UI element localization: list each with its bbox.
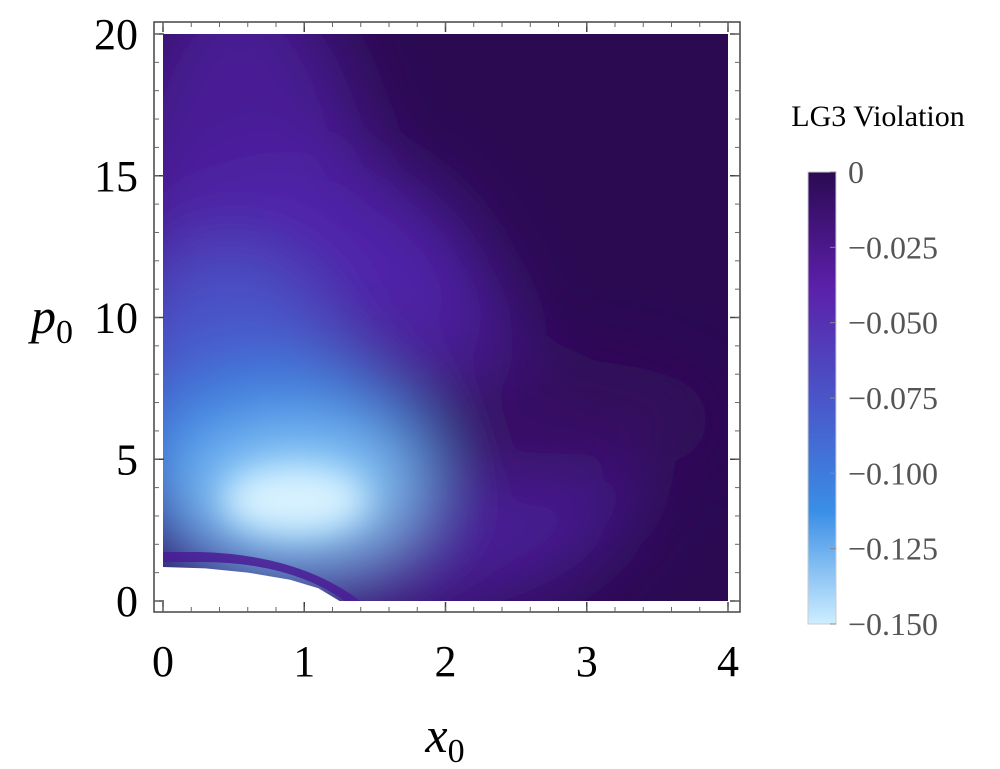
x-tick-label: 2	[435, 637, 457, 686]
y-tick-label: 20	[94, 10, 138, 59]
y-axis-title-sub: 0	[56, 314, 73, 351]
x-axis-title-sub: 0	[448, 733, 465, 769]
x-tick-label: 1	[293, 637, 315, 686]
colorbar-tick-label: −0.075	[848, 380, 938, 416]
excluded-region	[163, 567, 340, 601]
y-axis-title: p0	[28, 288, 73, 351]
y-axis-title-main: p	[28, 288, 56, 344]
x-axis-title-main: x	[424, 707, 447, 763]
y-tick-label: 10	[94, 294, 138, 343]
colorbar-tick-label: −0.150	[848, 606, 938, 642]
x-axis-title: x0	[424, 707, 464, 769]
colorbar-tick-label: −0.125	[848, 531, 938, 567]
x-tick-label: 4	[717, 637, 739, 686]
y-tick-label: 15	[94, 152, 138, 201]
x-axis-ticks: 0 1 2 3 4	[152, 22, 739, 686]
colorbar-tick-label: −0.100	[848, 455, 938, 491]
heatmap-field	[163, 34, 728, 601]
y-tick-label: 5	[116, 435, 138, 484]
colorbar-tick-label: 0	[848, 154, 864, 190]
colorbar-tick-label: −0.050	[848, 305, 938, 341]
colorbar-title: LG3 Violation	[791, 100, 964, 133]
colorbar-tick-label: −0.025	[848, 229, 938, 265]
y-tick-label: 0	[116, 577, 138, 626]
x-tick-label: 3	[576, 637, 598, 686]
y-axis-ticks: 0 5 10 15 20	[94, 10, 740, 626]
colorbar-ticks: 0 −0.025 −0.050 −0.075 −0.100 −0.125 −0.150	[830, 154, 938, 642]
x-tick-label: 0	[152, 637, 174, 686]
